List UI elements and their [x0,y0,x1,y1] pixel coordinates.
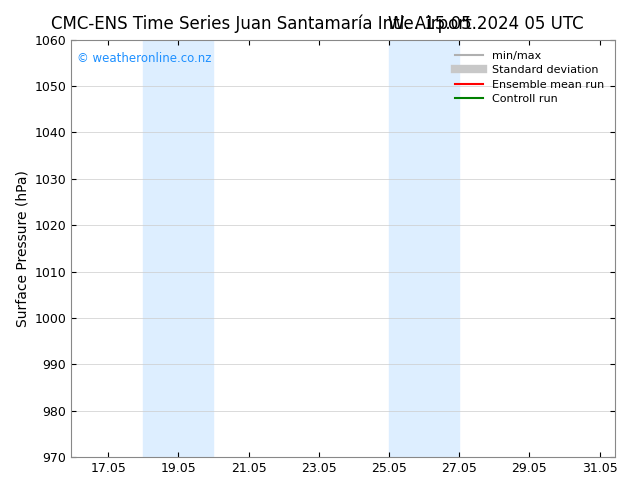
Bar [143,40,214,457]
Legend: min/max, Standard deviation, Ensemble mean run, Controll run: min/max, Standard deviation, Ensemble me… [450,45,610,110]
Text: © weatheronline.co.nz: © weatheronline.co.nz [77,52,211,65]
Text: CMC-ENS Time Series Juan Santamaría Intl. Airport: CMC-ENS Time Series Juan Santamaría Intl… [51,15,471,33]
Text: We. 15.05.2024 05 UTC: We. 15.05.2024 05 UTC [387,15,583,33]
Bar [389,40,459,457]
Y-axis label: Surface Pressure (hPa): Surface Pressure (hPa) [15,170,29,327]
